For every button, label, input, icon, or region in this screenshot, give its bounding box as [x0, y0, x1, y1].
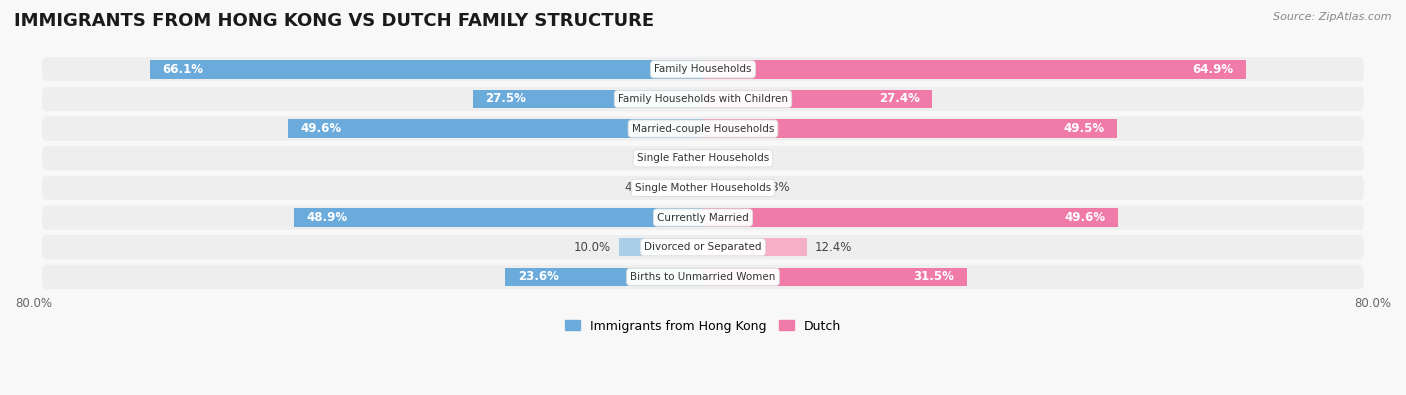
Text: 31.5%: 31.5%	[912, 270, 955, 283]
Text: Births to Unmarried Women: Births to Unmarried Women	[630, 272, 776, 282]
Text: 2.4%: 2.4%	[731, 152, 761, 165]
Bar	[703, 179, 752, 197]
Text: 49.6%: 49.6%	[1064, 211, 1105, 224]
Text: Family Households: Family Households	[654, 64, 752, 74]
Bar	[703, 149, 723, 167]
Text: IMMIGRANTS FROM HONG KONG VS DUTCH FAMILY STRUCTURE: IMMIGRANTS FROM HONG KONG VS DUTCH FAMIL…	[14, 12, 654, 30]
Text: 27.5%: 27.5%	[485, 92, 526, 105]
Text: 23.6%: 23.6%	[517, 270, 560, 283]
FancyBboxPatch shape	[42, 205, 1364, 230]
Bar	[150, 60, 703, 79]
Text: Single Father Households: Single Father Households	[637, 153, 769, 163]
FancyBboxPatch shape	[42, 117, 1364, 141]
Bar	[294, 209, 703, 227]
Text: Source: ZipAtlas.com: Source: ZipAtlas.com	[1274, 12, 1392, 22]
Bar	[472, 90, 703, 108]
Text: 10.0%: 10.0%	[574, 241, 612, 254]
FancyBboxPatch shape	[42, 57, 1364, 81]
Text: 49.5%: 49.5%	[1063, 122, 1105, 135]
Text: Currently Married: Currently Married	[657, 213, 749, 222]
Bar	[703, 119, 1118, 138]
Bar	[703, 238, 807, 256]
Text: 64.9%: 64.9%	[1192, 63, 1233, 76]
Text: 12.4%: 12.4%	[815, 241, 852, 254]
Bar	[703, 268, 966, 286]
FancyBboxPatch shape	[42, 87, 1364, 111]
Bar	[662, 179, 703, 197]
FancyBboxPatch shape	[42, 176, 1364, 200]
FancyBboxPatch shape	[42, 265, 1364, 289]
Text: 1.8%: 1.8%	[650, 152, 679, 165]
FancyBboxPatch shape	[42, 235, 1364, 260]
Text: 48.9%: 48.9%	[307, 211, 347, 224]
Text: 27.4%: 27.4%	[879, 92, 920, 105]
Text: 66.1%: 66.1%	[162, 63, 204, 76]
Bar	[703, 90, 932, 108]
Text: Single Mother Households: Single Mother Households	[636, 183, 770, 193]
Bar	[703, 60, 1246, 79]
Text: Family Households with Children: Family Households with Children	[619, 94, 787, 104]
Text: 4.8%: 4.8%	[624, 181, 654, 194]
Text: Married-couple Households: Married-couple Households	[631, 124, 775, 134]
Text: 5.8%: 5.8%	[759, 181, 790, 194]
Bar	[688, 149, 703, 167]
Bar	[703, 209, 1118, 227]
Text: 49.6%: 49.6%	[301, 122, 342, 135]
Bar	[288, 119, 703, 138]
Text: Divorced or Separated: Divorced or Separated	[644, 242, 762, 252]
Bar	[506, 268, 703, 286]
FancyBboxPatch shape	[42, 146, 1364, 170]
Bar	[619, 238, 703, 256]
Legend: Immigrants from Hong Kong, Dutch: Immigrants from Hong Kong, Dutch	[560, 315, 846, 338]
